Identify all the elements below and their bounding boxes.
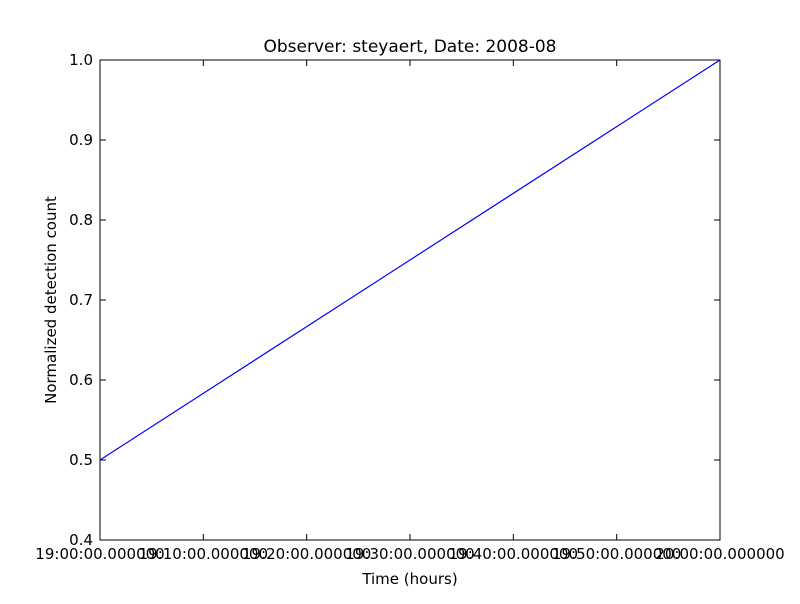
series-layer: [99, 59, 721, 461]
x-tick-label: 19:00:00.000000: [35, 545, 164, 563]
x-tick-label: 19:50:00.000000: [552, 545, 681, 563]
series-line: [99, 59, 721, 461]
plot-frame: [99, 59, 721, 541]
x-tick-label: 19:20:00.000000: [242, 545, 371, 563]
y-tick-label: 0.9: [69, 131, 93, 149]
y-tick-label: 0.6: [69, 371, 93, 389]
y-tick-label: 0.4: [69, 531, 93, 549]
x-axis-label: Time (hours): [361, 570, 457, 588]
x-tick-label: 19:30:00.000000: [345, 545, 474, 563]
y-axis: 0.4 0.5 0.6 0.7 0.8 0.9 1.0: [69, 51, 720, 549]
y-tick-label: 0.8: [69, 211, 93, 229]
chart-title: Observer: steyaert, Date: 2008-08: [264, 37, 557, 57]
x-tick-label: 19:10:00.000000: [139, 545, 268, 563]
y-tick-label: 0.5: [69, 451, 93, 469]
y-tick-label: 0.7: [69, 291, 93, 309]
x-tick-label: 20:00:00.000000: [655, 545, 784, 563]
y-axis-label: Normalized detection count: [42, 196, 60, 404]
x-axis: 19:00:00.00000019:10:00.00000019:20:00.0…: [35, 60, 785, 563]
y-tick-label: 1.0: [69, 51, 93, 69]
x-tick-label: 19:40:00.000000: [449, 545, 578, 563]
